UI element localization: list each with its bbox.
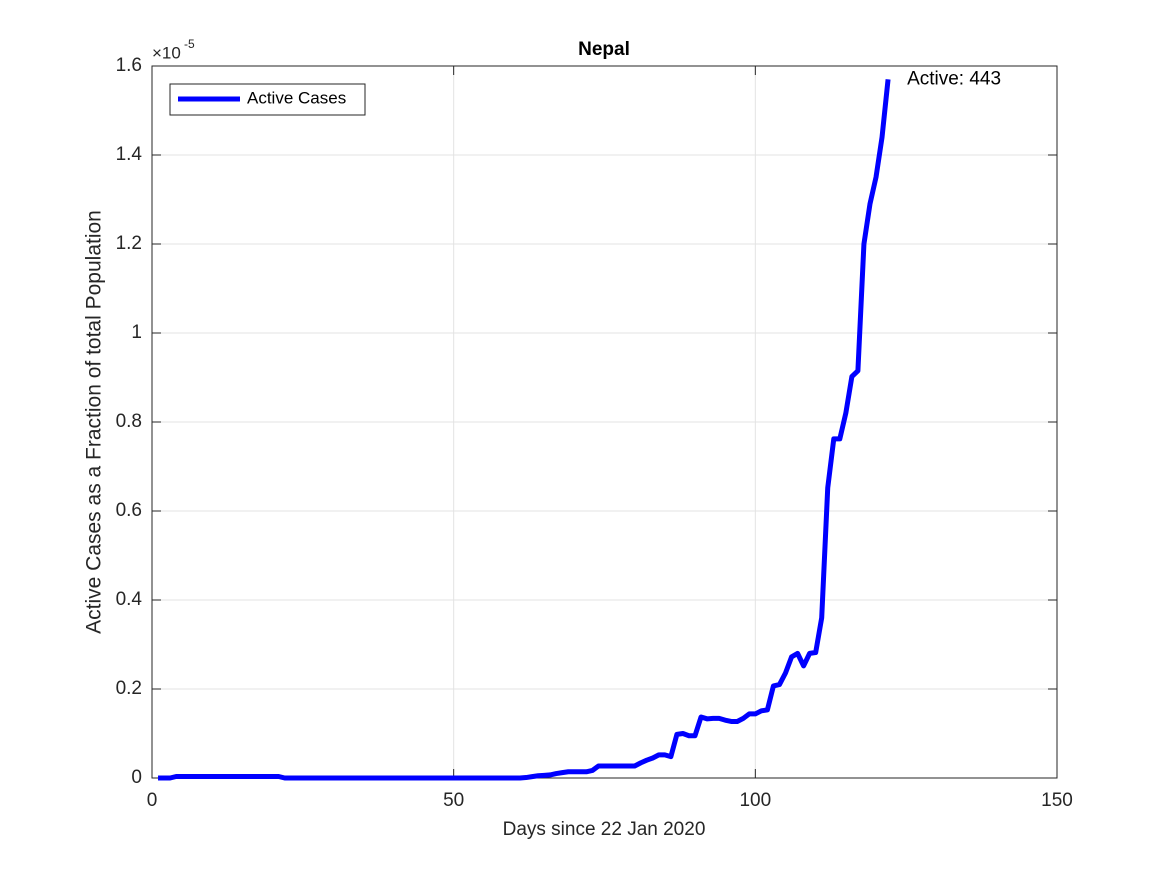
y-tick-label: 0 bbox=[131, 767, 142, 788]
y-tick-label: 0.6 bbox=[116, 500, 142, 521]
y-tick-label: 1.2 bbox=[116, 233, 142, 254]
y-axis-label: Active Cases as a Fraction of total Popu… bbox=[83, 210, 106, 634]
x-axis-label: Days since 22 Jan 2020 bbox=[503, 819, 706, 840]
data-line bbox=[158, 79, 891, 781]
y-tick-label: 0.4 bbox=[116, 589, 143, 610]
annotation: Active: 443 bbox=[907, 68, 1001, 89]
y-scale-exponent: -5 bbox=[184, 37, 195, 51]
y-tick-label: 1.4 bbox=[116, 144, 143, 165]
y-tick-label: 0.8 bbox=[116, 411, 142, 432]
legend-label: Active Cases bbox=[247, 88, 346, 107]
chart-title: Nepal bbox=[578, 39, 630, 60]
x-tick-label: 150 bbox=[1041, 790, 1073, 811]
plot-frame bbox=[151, 65, 1058, 779]
y-tick-label: 1 bbox=[131, 322, 142, 343]
y-tick-label: 1.6 bbox=[116, 55, 142, 76]
x-tick-label: 100 bbox=[739, 790, 771, 811]
x-tick-label: 0 bbox=[147, 790, 158, 811]
y-tick-label: 0.2 bbox=[116, 678, 142, 699]
x-tick-label: 50 bbox=[443, 790, 464, 811]
y-scale-label: ×10 bbox=[152, 43, 181, 62]
